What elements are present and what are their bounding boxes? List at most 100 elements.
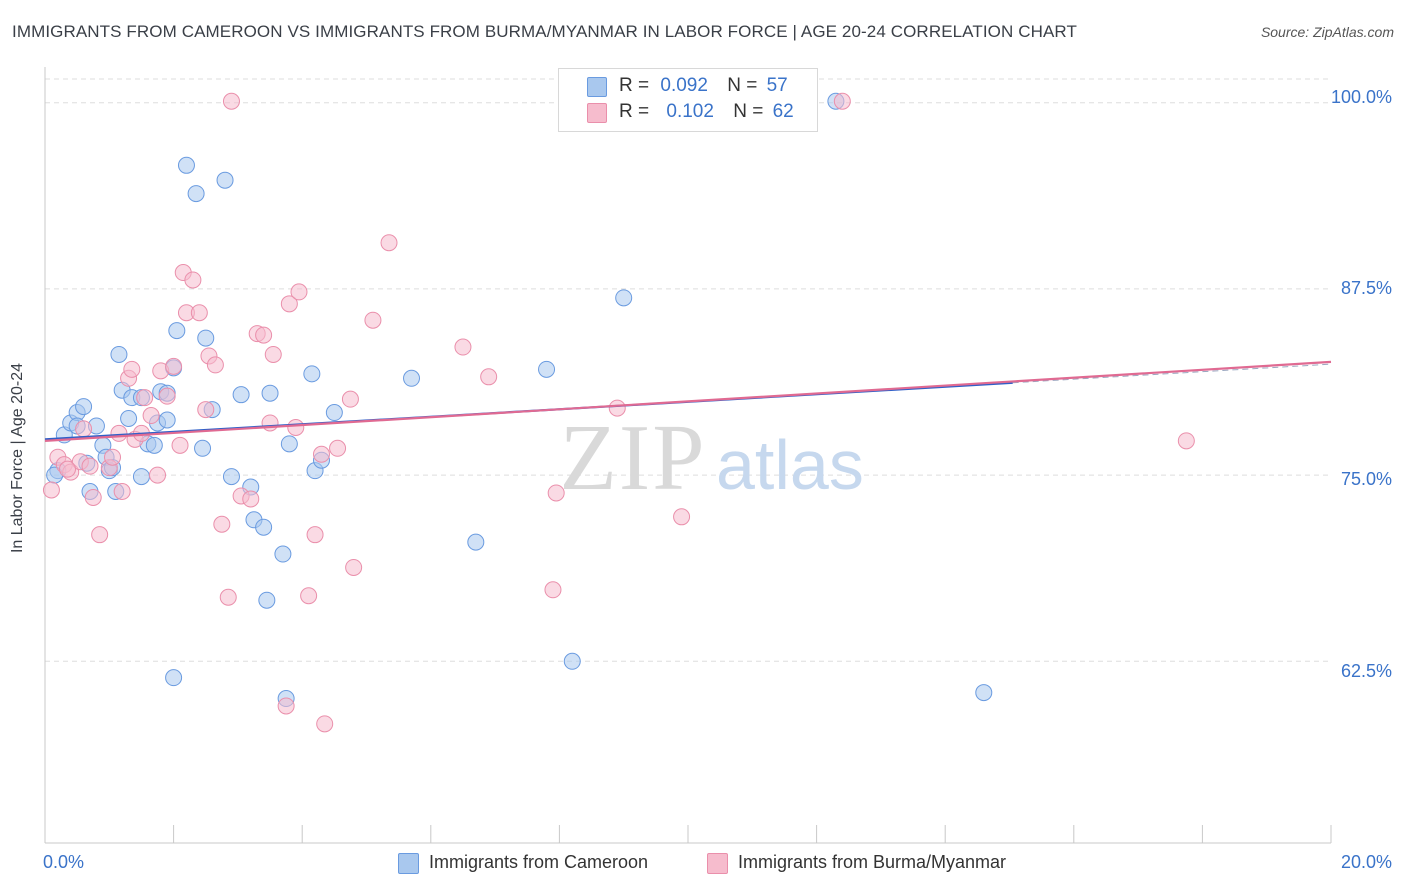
cameroon-point: [216, 171, 234, 189]
legend-n-value-cameroon: 57: [766, 75, 788, 96]
burma-point: [197, 401, 215, 419]
cameroon-point: [120, 410, 138, 428]
burma-point: [110, 424, 128, 442]
burma-point: [59, 460, 77, 478]
cameroon-point: [177, 156, 195, 174]
legend-r-value-cameroon: 0.092: [660, 75, 708, 96]
burma-point: [84, 488, 102, 506]
burma-point: [316, 715, 334, 733]
burma-point: [280, 295, 298, 313]
cameroon-point: [325, 404, 343, 422]
cameroon-point: [261, 384, 279, 402]
cameroon-point: [975, 684, 993, 702]
burma-point: [136, 389, 154, 407]
legend-r-label: R =: [619, 101, 650, 122]
watermark-atlas: atlas: [716, 426, 864, 504]
legend-n-label: N =: [733, 101, 764, 122]
burma-point: [165, 357, 183, 375]
cameroon-point: [232, 386, 250, 404]
y-tick-label-75: 75.0%: [1340, 469, 1392, 489]
burma-point: [345, 558, 363, 576]
burma-point: [608, 399, 626, 417]
burma-point: [380, 234, 398, 252]
cameroon-point: [165, 669, 183, 687]
burma-point: [547, 484, 565, 502]
cameroon-point: [280, 435, 298, 453]
burma-point: [264, 345, 282, 363]
gridlines: [45, 78, 1331, 662]
x-tick-label-max: 20.0%: [1340, 852, 1392, 872]
burma-point: [290, 283, 308, 301]
burma-point: [242, 490, 260, 508]
burma-point: [255, 326, 273, 344]
burma-point: [206, 356, 224, 374]
burma-point: [81, 457, 99, 475]
cameroon-point: [197, 329, 215, 347]
legend-n-label: N =: [727, 75, 758, 96]
cameroon-point: [403, 369, 421, 387]
burma-point: [341, 390, 359, 408]
cameroon-point: [158, 411, 176, 429]
burma-point: [329, 439, 347, 457]
bottom-legend-label-cameroon: Immigrants from Cameroon: [429, 852, 649, 872]
legend-swatch-burma: [587, 103, 607, 123]
burma-point: [277, 697, 295, 715]
x-tick-label-min: 0.0%: [43, 852, 85, 872]
cameroon-point: [615, 289, 633, 307]
cameroon-point: [274, 545, 292, 563]
cameroon-point: [563, 652, 581, 670]
burma-point: [91, 526, 109, 544]
bottom-legend-swatch-cameroon: [398, 853, 419, 874]
burma-point: [171, 436, 189, 454]
cameroon-point: [145, 436, 163, 454]
burma-point: [123, 360, 141, 378]
burma-point: [287, 418, 305, 436]
cameroon-point: [132, 468, 150, 486]
legend-r-label: R =: [619, 75, 650, 96]
burma-point: [75, 420, 93, 438]
burma-point: [480, 368, 498, 386]
burma-point: [261, 414, 279, 432]
y-tick-label-62-5: 62.5%: [1340, 661, 1392, 681]
legend-r-value-burma: 0.102: [666, 101, 714, 122]
burma-point: [454, 338, 472, 356]
bottom-legend-swatch-burma: [707, 853, 728, 874]
axes: [44, 67, 1332, 844]
burma-point: [184, 271, 202, 289]
cameroon-point: [467, 533, 485, 551]
burma-point: [312, 445, 330, 463]
cameroon-point: [75, 398, 93, 416]
y-tick-label-87-5: 87.5%: [1340, 278, 1392, 298]
y-tick-label-100: 100.0%: [1330, 87, 1392, 107]
burma-point: [213, 515, 231, 533]
legend-swatch-cameroon: [587, 77, 607, 97]
burma-point: [364, 311, 382, 329]
burma-point: [158, 387, 176, 405]
burma-point: [544, 581, 562, 599]
cameroon-point: [303, 365, 321, 383]
cameroon-point: [194, 439, 212, 457]
cameroon-point: [168, 322, 186, 340]
chart-title: IMMIGRANTS FROM CAMEROON VS IMMIGRANTS F…: [12, 22, 1077, 41]
burma-point: [142, 407, 160, 425]
burma-point: [104, 448, 122, 466]
cameroon-trendline-extension: [1012, 363, 1332, 384]
burma-point: [149, 466, 167, 484]
cameroon-point: [222, 468, 240, 486]
watermark-zip: ZIP: [560, 406, 707, 510]
burma-point: [673, 508, 691, 526]
burma-point: [833, 92, 851, 110]
cameroon-point: [187, 185, 205, 203]
cameroon-point: [258, 591, 276, 609]
burma-point: [113, 482, 131, 500]
series-burma-points: [42, 92, 1195, 733]
burma-point: [219, 588, 237, 606]
burma-point: [1177, 432, 1195, 450]
watermark: ZIP atlas: [560, 406, 864, 510]
burma-point: [300, 587, 318, 605]
burma-point: [222, 92, 240, 110]
burma-point: [42, 481, 60, 499]
burma-trendline: [44, 360, 1332, 442]
bottom-legend-label-burma: Immigrants from Burma/Myanmar: [738, 852, 1007, 872]
